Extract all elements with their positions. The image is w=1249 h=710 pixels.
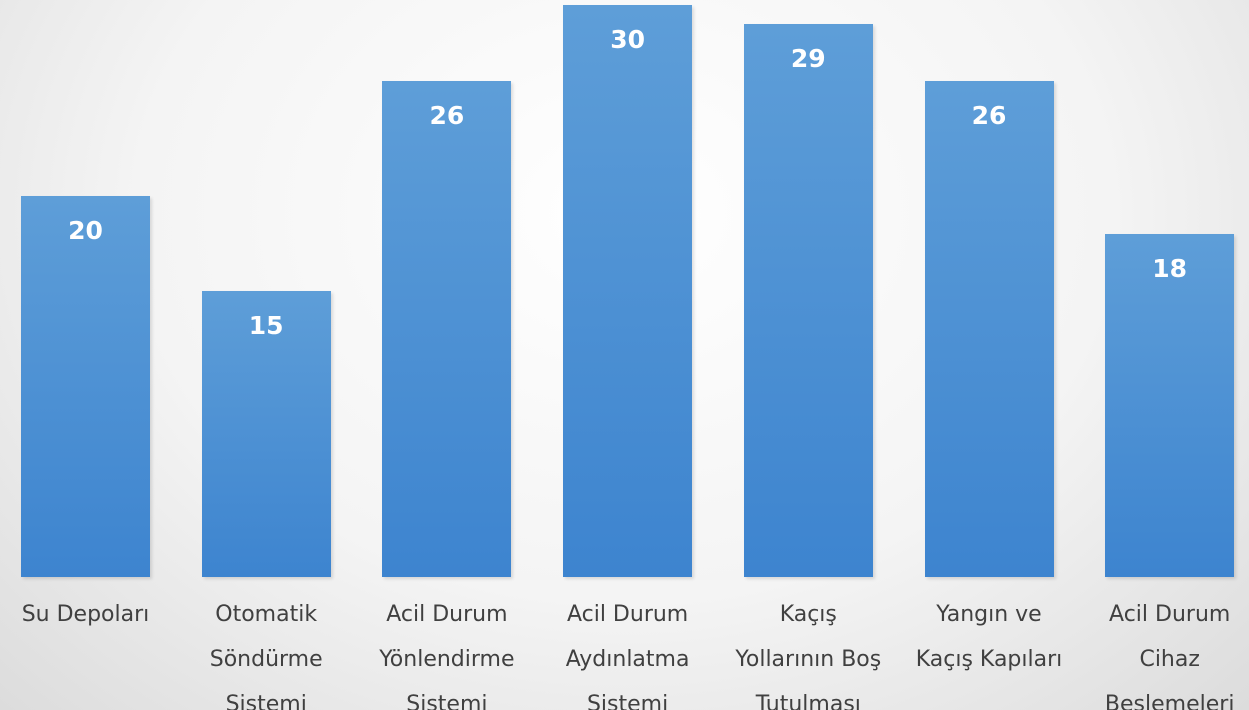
x-tick-label: Acil Durum Aydınlatma Sistemi: [565, 602, 690, 710]
x-tick-label: Yangın ve Kaçış Kapıları: [915, 602, 1063, 672]
bar: [743, 24, 873, 577]
value-label: 26: [429, 101, 465, 131]
x-tick-label: Su Depoları: [21, 602, 150, 627]
bar: [21, 195, 150, 577]
x-tick-label: Acil Durum Cihaz Beslemeleri: [1104, 602, 1235, 710]
value-label: 29: [790, 44, 826, 74]
x-tick-label: Kaçış Yollarının Boş Tutulması: [735, 602, 882, 710]
x-tick-label: Otomatik Söndürme Sistemi: [209, 602, 323, 710]
bar: [1105, 233, 1235, 577]
value-label: 15: [248, 311, 284, 340]
bar: [201, 291, 331, 577]
bar: [382, 81, 512, 577]
x-tick-label: Acil Durum Yönlendirme Sistemi: [379, 602, 515, 710]
value-label: 26: [971, 101, 1007, 131]
value-label: 30: [610, 25, 645, 54]
value-label: 18: [1152, 253, 1188, 283]
bar: [924, 81, 1054, 577]
value-label: 20: [68, 215, 103, 245]
bar: [563, 5, 693, 577]
